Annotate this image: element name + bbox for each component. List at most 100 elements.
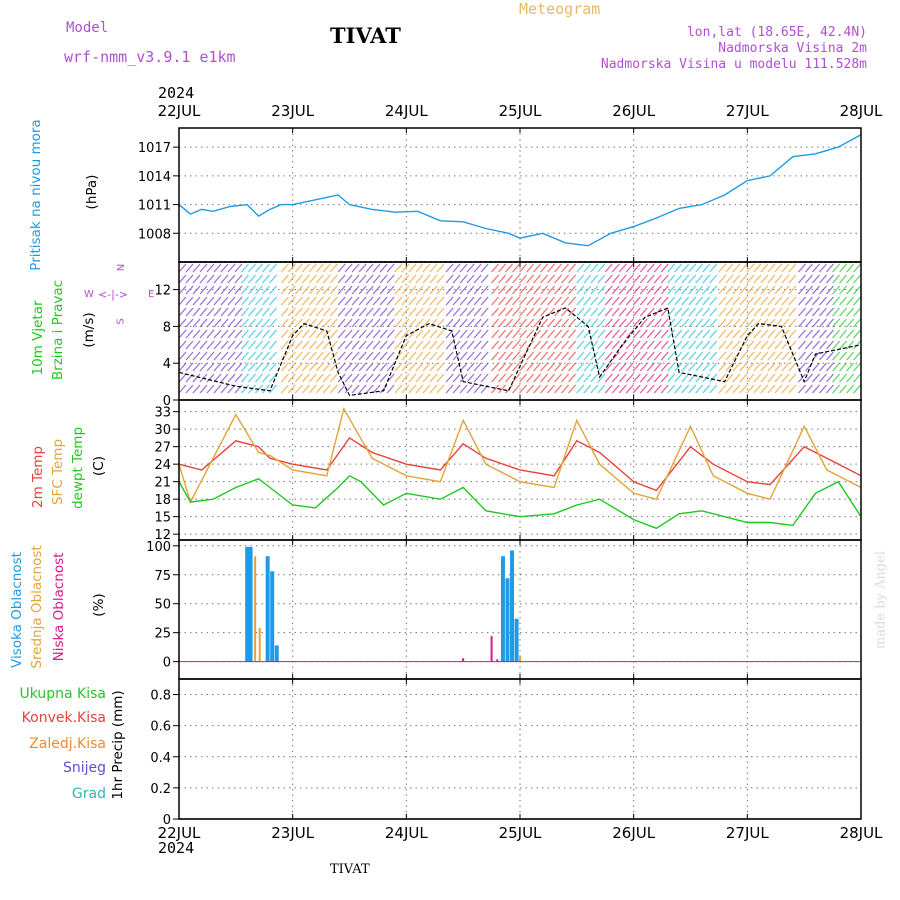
wind-barb [797,318,806,328]
wind-barb [753,285,762,295]
wind-barb [422,296,431,306]
wind-barb [846,329,855,339]
wind-barb [646,373,655,383]
wind-barb [422,329,431,339]
wind-barb [329,318,338,328]
wind-barb [639,296,648,306]
cloud-bar [490,636,493,662]
wind-barb [365,318,374,328]
wind-barb [804,340,813,350]
wind-barb [540,373,549,383]
wind-barb [351,340,360,350]
wind-barb [674,285,683,295]
wind-barb [322,318,331,328]
wind-barb [718,384,727,394]
wind-barb [445,384,454,394]
x-label-top: 22JUL [158,102,201,120]
x-label-bottom: 23JUL [271,824,314,842]
wind-barb [287,373,296,383]
wind-barb [674,351,683,361]
wind-barb [674,329,683,339]
wind-barb [709,274,718,284]
wind-barb [576,384,585,394]
wind-barb [839,318,848,328]
cloud-bar [254,556,257,662]
wind-barb [781,318,790,328]
wind-barb [401,296,410,306]
wind-barb [702,329,711,339]
wind-barb [248,274,257,284]
wind-barb [547,373,556,383]
wind-barb [725,351,734,361]
wind-barb [199,329,208,339]
wind-barb [853,362,862,372]
wind-barb [287,318,296,328]
wind-barb [344,307,353,317]
wind-barb [625,307,634,317]
wind-barb [660,351,669,361]
wind-barb [760,296,769,306]
cloud-bar [519,655,521,662]
wind-barb [386,329,395,339]
wind-barb [315,340,324,350]
wind-barb [788,329,797,339]
wind-barb [732,362,741,372]
cloud-ytick-label: 100 [146,540,171,555]
wind-barb [498,351,507,361]
wind-barb [760,351,769,361]
wind-barb [718,285,727,295]
wind-barb [322,263,331,273]
wind-barb [262,373,271,383]
wind-barb [547,384,556,394]
wind-barb [818,373,827,383]
wind-barb [315,362,324,372]
wind-barb [372,340,381,350]
wind-barb [466,307,475,317]
wind-barb [554,329,563,339]
model-label: Model [66,20,109,36]
wind-barb [597,373,606,383]
wind-barb [853,384,862,394]
wind-barb [269,263,278,273]
wind-barb [554,384,563,394]
wind-barb [372,263,381,273]
wind-barb [625,296,634,306]
wind-barb [597,384,606,394]
wind-barb [561,296,570,306]
wind-barb [512,285,521,295]
wind-barb [262,384,271,394]
wind-barb [653,329,662,339]
wind-barb [192,285,201,295]
wind-barb [839,351,848,361]
wind-barb [832,351,841,361]
wind-barb [394,384,403,394]
wind-barb [436,351,445,361]
wind-barb [372,362,381,372]
wind-barb [718,340,727,350]
wind-barb [234,318,243,328]
wind-barb [797,296,806,306]
wind-barb [401,329,410,339]
wind-barb [811,340,820,350]
wind-barb [351,274,360,284]
x-label-top: 23JUL [271,102,314,120]
wind-barb [415,329,424,339]
wind-barb [401,318,410,328]
wind-barb [301,384,310,394]
wind-barb [746,296,755,306]
wind-barb [797,307,806,317]
wind-barb [646,307,655,317]
wind-barb [452,329,461,339]
wind-barb [618,373,627,383]
wind-barb [702,296,711,306]
wind-barb [774,296,783,306]
wind-barb [625,384,634,394]
wind-barb [533,373,542,383]
wind-barb [839,340,848,350]
precip-label-ukupna: Ukupna Kisa [19,686,106,702]
pressure-ytick-label: 1014 [138,170,171,185]
wind-barb [853,373,862,383]
wind-barb [604,384,613,394]
wind-barb [753,263,762,273]
